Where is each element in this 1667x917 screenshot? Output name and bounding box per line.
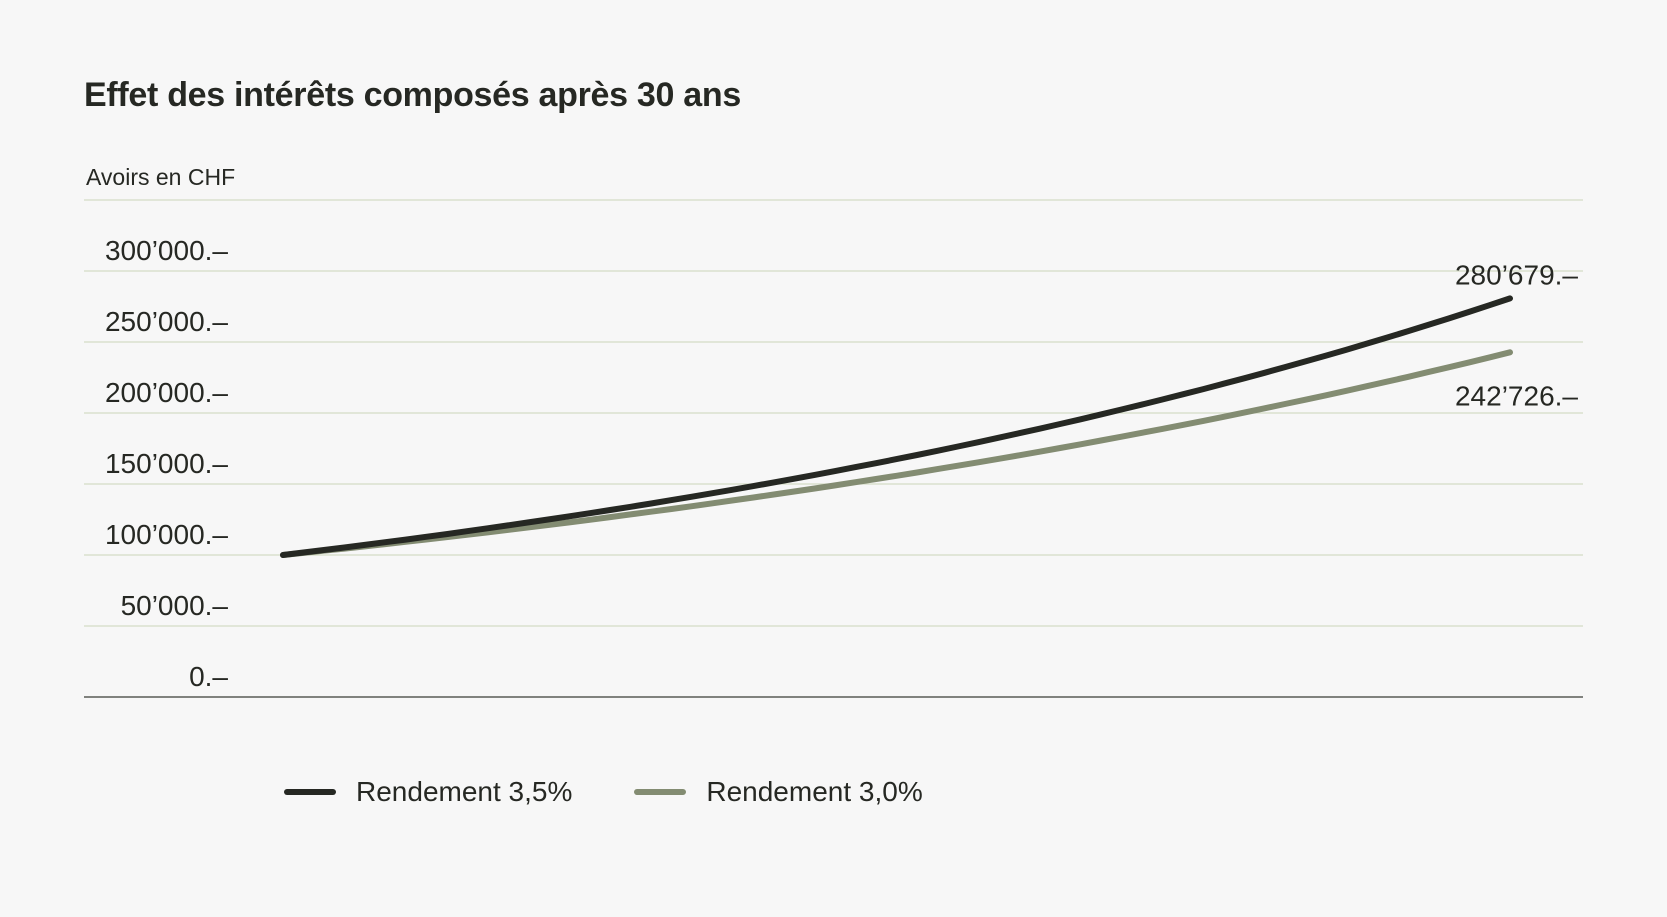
legend-swatch-series-2: [634, 789, 687, 795]
legend-item-series-2: Rendement 3,0%: [634, 776, 923, 808]
legend-item-series-1: Rendement 3,5%: [284, 776, 572, 808]
y-axis-label: Avoirs en CHF: [86, 164, 236, 190]
y-tick-label-2: 100’000.–: [105, 519, 228, 550]
y-tick-label-0: 0.–: [189, 661, 228, 692]
y-tick-label-3: 150’000.–: [105, 448, 228, 479]
y-tick-label-5: 250’000.–: [105, 306, 228, 337]
legend: Rendement 3,5% Rendement 3,0%: [284, 776, 985, 808]
y-tick-labels: 0.– 50’000.– 100’000.– 150’000.– 200’000.– 25…: [105, 235, 228, 692]
series-lines: [280, 295, 1513, 558]
legend-label-series-2: Rendement 3,0%: [706, 776, 923, 807]
chart-title: Effet des intérêts composés après 30 ans: [84, 76, 741, 114]
end-label-series-1: 280’679.–: [1455, 259, 1578, 290]
series-line-1: [280, 295, 1513, 558]
end-value-labels: 280’679.– 242’726.–: [1455, 259, 1578, 411]
grid-lines: [84, 199, 1583, 698]
y-tick-label-4: 200’000.–: [105, 377, 228, 408]
legend-label-series-1: Rendement 3,5%: [356, 776, 573, 807]
end-label-series-2: 242’726.–: [1455, 380, 1578, 411]
y-tick-label-6: 300’000.–: [105, 235, 228, 266]
series-line-2: [280, 349, 1513, 558]
legend-swatch-series-1: [284, 789, 336, 795]
y-tick-label-1: 50’000.–: [121, 590, 229, 621]
